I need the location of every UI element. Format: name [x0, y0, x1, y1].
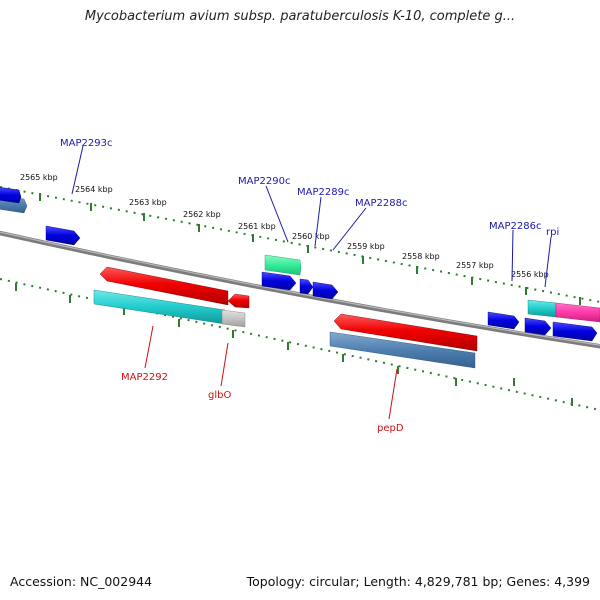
gene-feature [527, 299, 557, 318]
accession-text: Accession: NC_002944 [10, 574, 153, 589]
reverse-leaders [144, 325, 398, 420]
kbp-label: 2562 kbp [183, 210, 221, 219]
upper-ruler [0, 186, 600, 303]
gene-label-map2293c: MAP2293c [60, 138, 112, 149]
kbp-label: 2559 kbp [347, 242, 385, 251]
lower-ruler [0, 278, 600, 411]
gene-label-map2289c: MAP2289c [297, 187, 349, 198]
gene-feature [299, 278, 314, 295]
kbp-label: 2558 kbp [402, 252, 440, 261]
genome-backbone [0, 230, 600, 349]
gene-label-glbo: glbO [208, 390, 231, 401]
gene-label-pepd: pepD [377, 423, 404, 434]
map-title: Mycobacterium avium subsp. paratuberculo… [84, 9, 516, 24]
kbp-label: 2564 kbp [75, 185, 113, 194]
reverse-genes [93, 266, 478, 369]
kbp-label: 2563 kbp [129, 198, 167, 207]
kbp-label: 2561 kbp [238, 222, 276, 231]
gene-feature [99, 266, 229, 306]
gene-feature [261, 271, 297, 291]
gene-label-map2292: MAP2292 [121, 372, 168, 383]
forward-gene-labels: MAP2293c MAP2290c MAP2289c MAP2288c MAP2… [60, 138, 559, 238]
gene-feature [487, 311, 520, 330]
kbp-label: 2560 kbp [292, 232, 330, 241]
forward-leaders [71, 145, 552, 288]
kbp-label: 2557 kbp [456, 261, 494, 270]
gene-feature [333, 313, 478, 352]
reverse-gene-labels: MAP2292 glbO pepD [121, 372, 404, 434]
gene-label-map2286c: MAP2286c [489, 221, 541, 232]
gene-feature [45, 225, 81, 246]
gene-feature [0, 187, 22, 204]
gene-feature [555, 302, 600, 323]
kbp-label: 2565 kbp [20, 173, 58, 182]
gene-feature [329, 331, 476, 369]
genome-backbone-highlight [0, 231, 600, 346]
genome-summary-text: Topology: circular; Length: 4,829,781 bp… [246, 574, 590, 589]
gene-label-rpi: rpi [546, 227, 559, 238]
gene-label-map2290c: MAP2290c [238, 176, 290, 187]
kbp-label: 2556 kbp [511, 270, 549, 279]
gene-feature [227, 293, 250, 309]
gene-feature [221, 309, 246, 328]
gene-feature [552, 321, 598, 342]
gene-feature [264, 254, 302, 276]
forward-genes [0, 187, 600, 342]
gene-label-map2288c: MAP2288c [355, 198, 407, 209]
kbp-labels: 2565 kbp 2564 kbp 2563 kbp 2562 kbp 2561… [20, 173, 549, 279]
lower-major-ticks [15, 283, 573, 406]
gene-feature [524, 317, 552, 336]
gene-feature [312, 281, 339, 300]
upper-major-ticks [39, 193, 581, 305]
